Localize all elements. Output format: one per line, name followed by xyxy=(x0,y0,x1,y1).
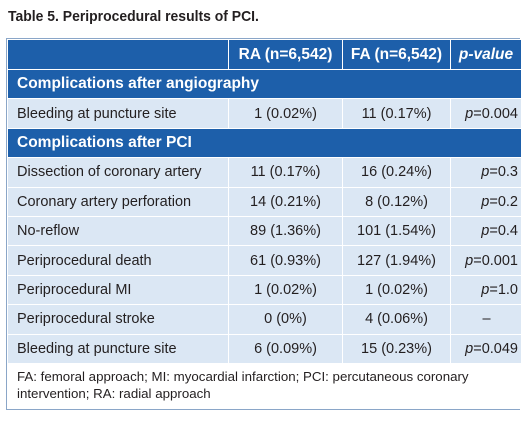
p-number: =0.2 xyxy=(489,193,518,210)
fa-value: 4 (0.06%) xyxy=(342,304,451,335)
fa-value: 1 (0.02%) xyxy=(342,274,451,306)
p-symbol: p xyxy=(481,193,490,210)
header-empty-cell xyxy=(7,39,229,70)
footnote-row: FA: femoral approach; MI: myocardial inf… xyxy=(7,362,522,409)
row-label: Periprocedural stroke xyxy=(7,304,229,335)
table-row: Periprocedural stroke 0 (0%) 4 (0.06%) – xyxy=(7,304,522,335)
p-value: p=0.049 xyxy=(450,333,522,364)
row-label: Coronary artery perforation xyxy=(7,186,229,217)
p-value: p=0.004 xyxy=(450,98,522,129)
table-row: Dissection of coronary artery 11 (0.17%)… xyxy=(7,157,522,188)
ra-value: 0 (0%) xyxy=(228,304,343,335)
ra-value: 1 (0.02%) xyxy=(228,98,343,129)
p-symbol: p xyxy=(481,164,490,181)
section-title: Complications after angiography xyxy=(7,68,522,100)
table-row: Coronary artery perforation 14 (0.21%) 8… xyxy=(7,186,522,217)
p-number: – xyxy=(482,311,491,328)
fa-value: 127 (1.94%) xyxy=(342,245,451,276)
footnote: FA: femoral approach; MI: myocardial inf… xyxy=(7,362,522,409)
p-symbol: p xyxy=(481,281,490,298)
table-header-row: RA (n=6,542) FA (n=6,542) p-value xyxy=(7,39,522,70)
results-table: RA (n=6,542) FA (n=6,542) p-value Compli… xyxy=(6,38,522,410)
p-value: p=0.001 xyxy=(450,245,522,276)
ra-value: 1 (0.02%) xyxy=(228,274,343,306)
p-number: =0.3 xyxy=(489,164,518,181)
header-ra: RA (n=6,542) xyxy=(228,39,343,70)
section-header-pci: Complications after PCI xyxy=(7,127,522,159)
fa-value: 16 (0.24%) xyxy=(342,157,451,188)
row-label: Bleeding at puncture site xyxy=(7,333,229,364)
p-number: =0.4 xyxy=(489,223,518,240)
p-number: =1.0 xyxy=(489,281,518,298)
table-row: No-reflow 89 (1.36%) 101 (1.54%) p=0.4 xyxy=(7,215,522,247)
row-label: Periprocedural MI xyxy=(7,274,229,306)
table-caption: Table 5. Periprocedural results of PCI. xyxy=(8,8,259,25)
section-header-angiography: Complications after angiography xyxy=(7,68,522,100)
ra-value: 6 (0.09%) xyxy=(228,333,343,364)
ra-value: 61 (0.93%) xyxy=(228,245,343,276)
p-number: =0.001 xyxy=(473,252,518,269)
section-title: Complications after PCI xyxy=(7,127,522,159)
p-symbol: p xyxy=(465,105,474,122)
p-value: p=0.3 xyxy=(450,157,522,188)
p-symbol: p xyxy=(465,340,474,357)
row-label: Bleeding at puncture site xyxy=(7,98,229,129)
table-row: Periprocedural MI 1 (0.02%) 1 (0.02%) p=… xyxy=(7,274,522,306)
header-fa: FA (n=6,542) xyxy=(342,39,451,70)
p-value: p=0.4 xyxy=(450,215,522,247)
ra-value: 89 (1.36%) xyxy=(228,215,343,247)
p-number: =0.004 xyxy=(473,105,518,122)
p-symbol: p xyxy=(481,223,490,240)
fa-value: 101 (1.54%) xyxy=(342,215,451,247)
fa-value: 8 (0.12%) xyxy=(342,186,451,217)
row-label: Periprocedural death xyxy=(7,245,229,276)
fa-value: 11 (0.17%) xyxy=(342,98,451,129)
row-label: No-reflow xyxy=(7,215,229,247)
ra-value: 11 (0.17%) xyxy=(228,157,343,188)
table-row: Bleeding at puncture site 6 (0.09%) 15 (… xyxy=(7,333,522,364)
table-row: Bleeding at puncture site 1 (0.02%) 11 (… xyxy=(7,98,522,129)
p-symbol: p xyxy=(465,252,474,269)
fa-value: 15 (0.23%) xyxy=(342,333,451,364)
header-p-value: p-value xyxy=(450,39,522,70)
p-value: p=1.0 xyxy=(450,274,522,306)
row-label: Dissection of coronary artery xyxy=(7,157,229,188)
ra-value: 14 (0.21%) xyxy=(228,186,343,217)
p-value: p=0.2 xyxy=(450,186,522,217)
table-row: Periprocedural death 61 (0.93%) 127 (1.9… xyxy=(7,245,522,276)
p-value: – xyxy=(450,304,522,335)
p-number: =0.049 xyxy=(473,340,518,357)
